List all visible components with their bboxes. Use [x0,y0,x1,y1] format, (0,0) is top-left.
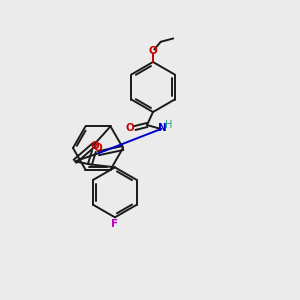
Text: O: O [126,123,134,133]
Text: N: N [158,123,166,133]
Text: F: F [111,219,118,229]
Text: H: H [165,120,173,130]
Text: O: O [93,143,102,153]
Text: O: O [148,46,158,56]
Text: O: O [91,141,99,151]
